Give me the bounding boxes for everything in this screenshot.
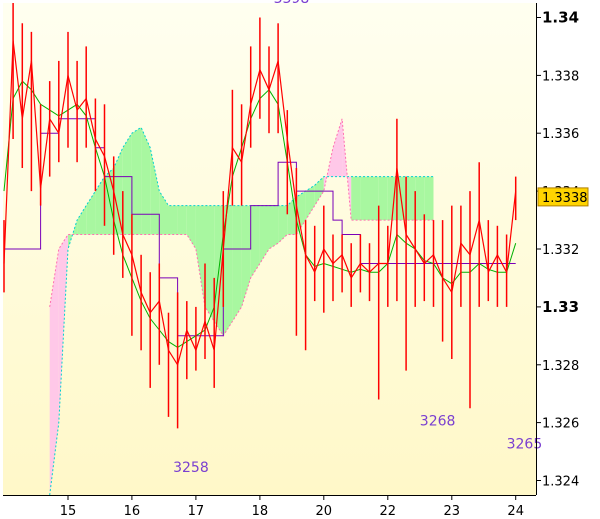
cloud-segment-bullish [232, 205, 242, 322]
cloud-segment-bullish [424, 176, 434, 221]
peak-annotations: 34043398325832683265 [173, 0, 543, 476]
cloud-segment-bullish [278, 205, 288, 244]
cloud-segment-bullish [113, 147, 123, 235]
cloud-segment-bullish [259, 205, 269, 264]
cloud-segment-bullish [86, 191, 96, 235]
peak-label: 3268 [420, 414, 456, 430]
cloud-segment-bullish [195, 205, 205, 307]
y-tick-label: 1.324 [542, 475, 579, 490]
current-price-tag: 1.3338 [537, 187, 589, 207]
peak-label: 3265 [507, 437, 543, 453]
current-price-box [537, 187, 589, 207]
cloud-segment-bullish [95, 176, 105, 235]
cloud-segment-bullish [351, 176, 361, 221]
cloud-segment-bullish [122, 133, 132, 235]
cloud-segment-bullish [305, 185, 315, 221]
peak-label: 3398 [274, 0, 310, 7]
y-tick-label: 1.336 [542, 127, 579, 142]
y-tick-label: 1.33 [542, 298, 579, 316]
cloud-segment-bullish [141, 127, 151, 235]
cloud-segment-bullish [360, 176, 370, 221]
cloud-segment-bullish [131, 127, 142, 235]
x-tick-label: 15 [60, 504, 77, 519]
y-tick-label: 1.338 [542, 69, 579, 84]
cloud-segment-bullish [77, 205, 87, 235]
cloud-segment-bullish [415, 176, 425, 221]
x-tick-label: 16 [124, 504, 141, 519]
cloud-segment-bullish [269, 205, 279, 249]
cloud-segment-bullish [104, 168, 114, 235]
cloud-segment-bullish [186, 205, 196, 249]
kijun-sen-line [4, 118, 516, 337]
y-axis-ticks: 1.3241.3261.3281.331.3321.3341.3361.3381… [536, 9, 579, 490]
cloud-segment-bullish [177, 205, 187, 235]
cloud-segment-bullish [378, 176, 388, 221]
cloud-segment-bullish [369, 176, 379, 221]
cloud-segment-bullish [250, 205, 260, 278]
cloud-segment-bullish [205, 205, 215, 322]
x-tick-label: 22 [380, 504, 397, 519]
x-axis-ticks: 15 16 17 18 20 22 23 24 [60, 495, 524, 519]
cloud-segment-bullish [406, 176, 416, 221]
price-bars [3, 3, 517, 429]
cloud-segment-bullish [150, 147, 160, 235]
peak-label: 3258 [173, 460, 209, 476]
cloud-segment-bullish [168, 205, 178, 235]
cloud-segment-bullish [223, 205, 233, 336]
y-tick-label: 1.332 [542, 243, 579, 258]
cloud-segment-bullish [241, 205, 251, 307]
cloud-segment-bearish [333, 118, 343, 177]
current-price-label: 1.3338 [542, 191, 588, 206]
x-tick-label: 24 [507, 504, 524, 519]
cloud-segment-bearish [342, 118, 352, 221]
cloud-segment-bearish [49, 249, 59, 495]
y-tick-label: 1.328 [542, 359, 579, 374]
y-tick-label: 1.34 [542, 9, 579, 27]
cloud-segment-bullish [159, 191, 169, 235]
x-tick-label: 18 [252, 504, 269, 519]
x-tick-label: 17 [188, 504, 205, 519]
x-tick-label: 20 [316, 504, 333, 519]
x-tick-label: 23 [444, 504, 461, 519]
y-tick-label: 1.326 [542, 417, 579, 432]
